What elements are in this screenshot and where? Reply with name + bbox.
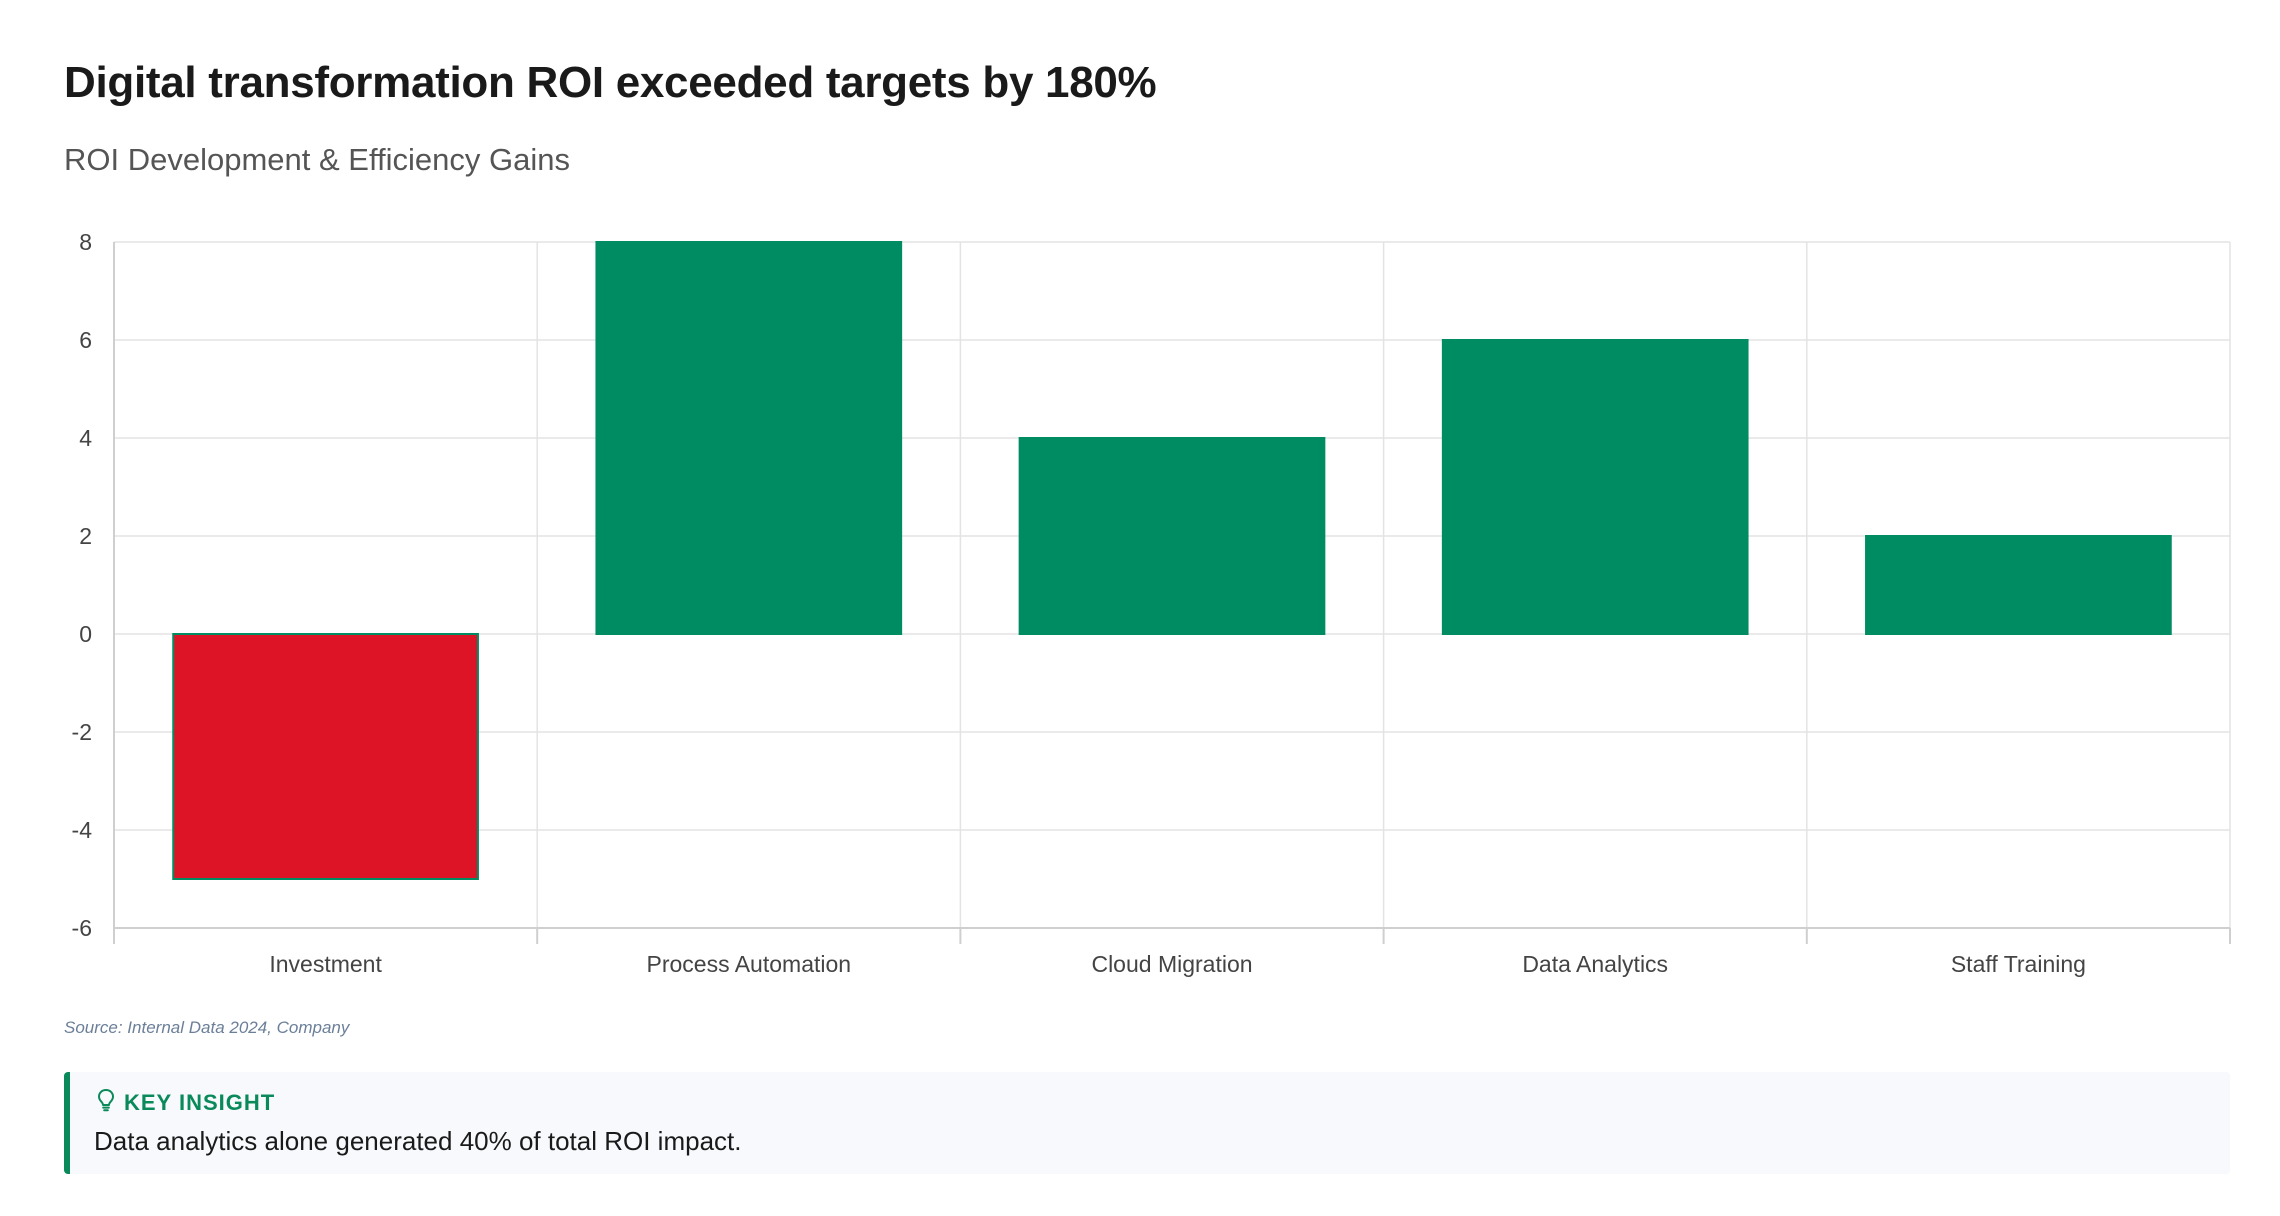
y-tick-label: 0 xyxy=(79,621,92,647)
chart-bars xyxy=(172,241,2172,880)
bar-data-analytics xyxy=(1441,339,1749,635)
y-tick-label: -4 xyxy=(72,817,93,843)
chart-labels: -6 -4 -2 0 2 4 6 8 Investment Process Automation C… xyxy=(72,229,2086,977)
y-tick-label: 4 xyxy=(79,425,92,451)
key-insight-box: KEY INSIGHT Data analytics alone generat… xyxy=(64,1072,2230,1174)
x-tick-label: Staff Training xyxy=(1951,951,2086,977)
bar-investment xyxy=(172,633,479,880)
y-tick-label: -2 xyxy=(72,719,92,745)
bar-chart: -6 -4 -2 0 2 4 6 8 Investment Process Automation C… xyxy=(72,229,2231,977)
insight-heading: KEY INSIGHT xyxy=(96,1088,275,1118)
x-tick-label: Investment xyxy=(269,951,382,977)
y-tick-label: -6 xyxy=(72,915,92,941)
y-tick-label: 2 xyxy=(79,523,92,549)
chart-axes xyxy=(113,242,2231,944)
bar-cloud-migration xyxy=(1018,437,1326,635)
bar-process-automation xyxy=(595,241,903,635)
x-tick-label: Process Automation xyxy=(647,951,852,977)
bar-staff-training xyxy=(1865,535,2172,635)
insight-text: Data analytics alone generated 40% of to… xyxy=(94,1126,742,1156)
page-title: Digital transformation ROI exceeded targ… xyxy=(64,58,1157,107)
x-tick-label: Data Analytics xyxy=(1522,951,1668,977)
page-subtitle: ROI Development & Efficiency Gains xyxy=(64,142,570,177)
lightbulb-icon xyxy=(96,1088,116,1118)
source-note: Source: Internal Data 2024, Company xyxy=(64,1018,350,1037)
x-tick-label: Cloud Migration xyxy=(1091,951,1252,977)
y-tick-label: 6 xyxy=(79,327,92,353)
insight-heading-label: KEY INSIGHT xyxy=(124,1090,276,1115)
y-tick-label: 8 xyxy=(79,229,92,255)
